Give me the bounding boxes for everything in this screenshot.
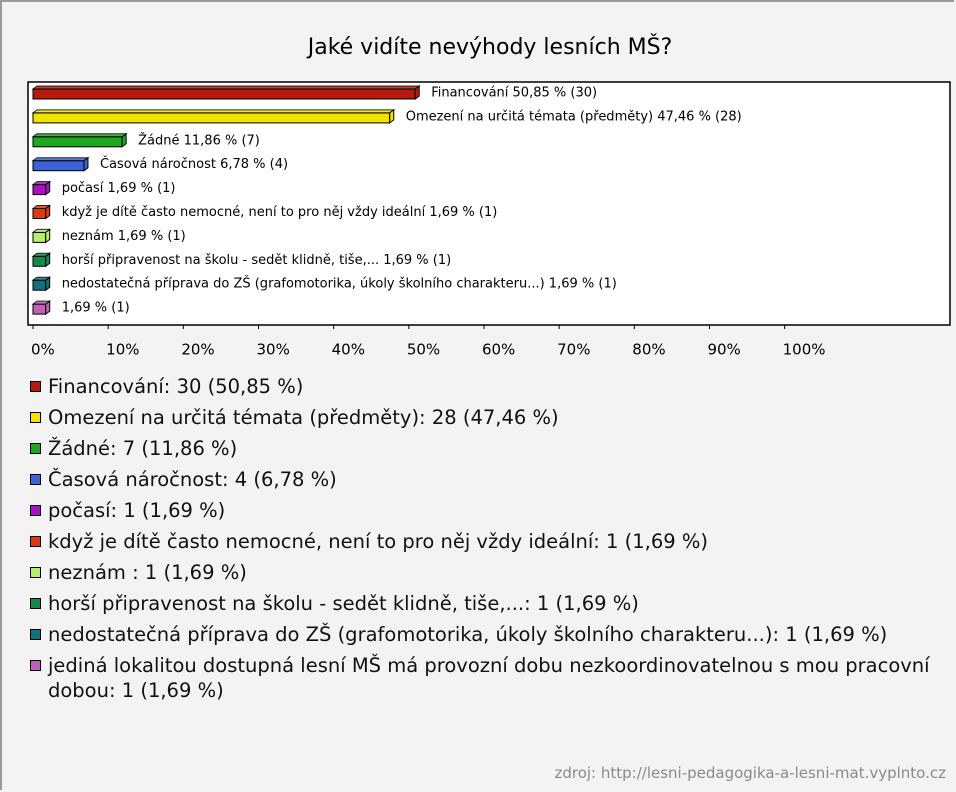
legend-label: když je dítě často nemocné, není to pro … <box>48 530 708 553</box>
legend-label: horší připravenost na školu - sedět klid… <box>48 592 639 615</box>
bar-end <box>83 156 89 172</box>
legend-item: Časová náročnost: 4 (6,78 %) <box>30 467 948 492</box>
legend-swatch <box>30 660 41 671</box>
value-label: když je dítě často nemocné, není to pro … <box>62 205 498 220</box>
x-tick-label: 70% <box>557 341 590 359</box>
bar-end <box>389 108 395 124</box>
value-label: Žádné 11,86 % (7) <box>138 132 260 148</box>
legend-label: nedostatečná příprava do ZŠ (grafomotori… <box>48 623 888 646</box>
bar-top <box>31 85 421 90</box>
x-tick-label: 10% <box>106 341 139 359</box>
legend-label: Omezení na určitá témata (předměty): 28 … <box>48 406 559 429</box>
bar-end <box>45 252 51 268</box>
bar <box>32 184 47 196</box>
legend-item: Financování: 30 (50,85 %) <box>30 374 948 399</box>
chart: Jaké vidíte nevýhody lesních MŠ? 0% 10% 20… <box>27 34 951 359</box>
x-tick-label: 60% <box>482 341 515 359</box>
bar-end <box>45 204 51 220</box>
legend-swatch <box>30 598 41 609</box>
legend-item: nedostatečná příprava do ZŠ (grafomotori… <box>30 622 948 647</box>
legend-label: počasí: 1 (1,69 %) <box>48 499 226 522</box>
value-label: Omezení na určitá témata (předměty) 47,4… <box>406 109 742 124</box>
value-label: Časová náročnost 6,78 % (4) <box>100 156 288 172</box>
legend-swatch <box>30 443 41 454</box>
x-tick-label: 40% <box>332 341 365 359</box>
value-label: Financování 50,85 % (30) <box>431 86 597 101</box>
legend-swatch <box>30 567 41 578</box>
legend-label: jediná lokalitou dostupná lesní MŠ má pr… <box>48 654 930 702</box>
bar <box>32 88 416 100</box>
value-label: 1,69 % (1) <box>62 301 130 316</box>
bar <box>32 279 47 291</box>
legend-swatch <box>30 629 41 640</box>
x-tick-label: 80% <box>632 341 665 359</box>
bar <box>32 160 85 172</box>
value-label: horší připravenost na školu - sedět klid… <box>62 253 452 268</box>
legend-label: neznám : 1 (1,69 %) <box>48 561 247 584</box>
legend-swatch <box>30 381 41 392</box>
bar-top <box>31 157 90 162</box>
bar-top <box>31 133 128 138</box>
legend-item: když je dítě často nemocné, není to pro … <box>30 529 948 554</box>
legend-swatch <box>30 505 41 516</box>
bar-end <box>45 180 51 196</box>
source: zdroj: http://lesni-pedagogika-a-lesni-m… <box>554 764 946 782</box>
bar <box>32 255 47 267</box>
legend-item: horší připravenost na školu - sedět klid… <box>30 591 948 616</box>
bar-end <box>45 228 51 244</box>
chart-title: Jaké vidíte nevýhody lesních MŠ? <box>306 34 673 60</box>
bar-end <box>121 132 127 148</box>
bar-end <box>414 85 420 100</box>
value-label: neznám 1,69 % (1) <box>62 229 186 244</box>
bar-top <box>31 109 396 114</box>
x-tick-label: 100% <box>783 341 826 359</box>
value-label: počasí 1,69 % (1) <box>62 181 176 196</box>
bar <box>32 208 47 219</box>
legend: Financování: 30 (50,85 %) Omezení na urči… <box>30 374 948 709</box>
bar <box>32 231 47 243</box>
legend-item: jediná lokalitou dostupná lesní MŠ má pr… <box>30 653 948 703</box>
legend-item: Žádné: 7 (11,86 %) <box>30 436 948 461</box>
legend-label: Žádné: 7 (11,86 %) <box>48 437 238 460</box>
bar-end <box>45 300 51 316</box>
bar <box>32 136 123 148</box>
legend-item: Omezení na určitá témata (předměty): 28 … <box>30 405 948 430</box>
legend-label: Časová náročnost: 4 (6,78 %) <box>48 468 337 491</box>
bar <box>32 303 47 315</box>
legend-swatch <box>30 474 41 485</box>
legend-swatch <box>30 536 41 547</box>
x-tick-label: 0% <box>31 341 55 359</box>
bar-end <box>45 276 51 292</box>
bar <box>32 112 391 124</box>
x-tick-label: 30% <box>256 341 289 359</box>
x-tick-label: 20% <box>181 341 214 359</box>
legend-label: Financování: 30 (50,85 %) <box>48 375 304 398</box>
x-tick-label: 50% <box>407 341 440 359</box>
legend-item: počasí: 1 (1,69 %) <box>30 498 948 523</box>
legend-swatch <box>30 412 41 423</box>
value-label: nedostatečná příprava do ZŠ (grafomotori… <box>62 276 617 292</box>
x-tick-label: 90% <box>707 341 740 359</box>
legend-item: neznám : 1 (1,69 %) <box>30 560 948 585</box>
